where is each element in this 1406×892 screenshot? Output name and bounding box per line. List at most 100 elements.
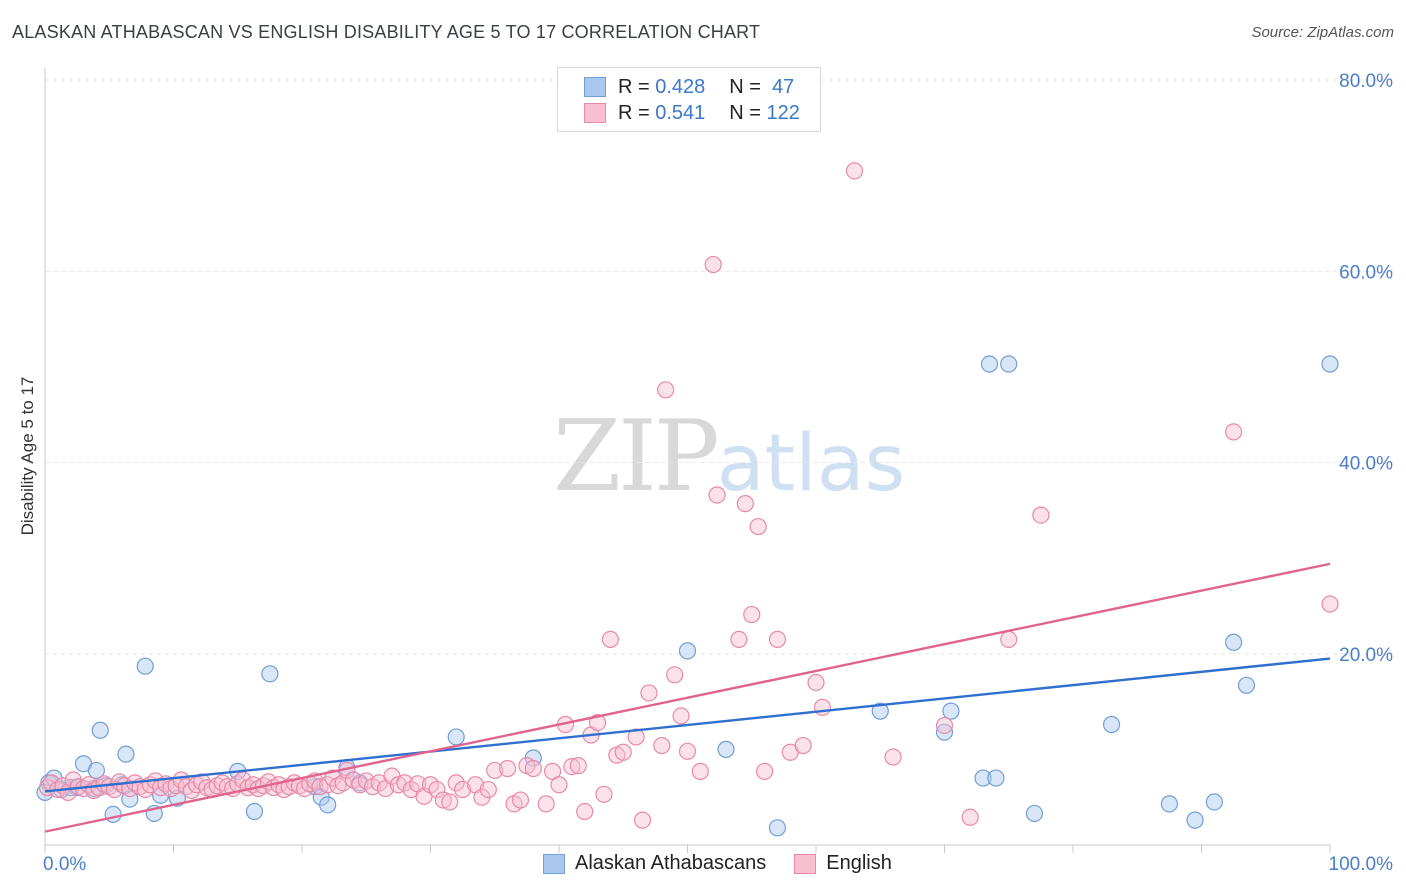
- english-point: [884, 748, 902, 766]
- athabascan-point: [980, 355, 999, 373]
- athabascan-point: [319, 796, 337, 814]
- athabascan-point: [1102, 715, 1121, 734]
- english-point: [511, 791, 530, 809]
- athabascan-point: [87, 761, 106, 780]
- english-point: [1032, 506, 1050, 524]
- english-point: [755, 762, 774, 780]
- english-point: [743, 605, 761, 624]
- y-axis-label: Disability Age 5 to 17: [18, 376, 37, 536]
- english-point: [845, 162, 864, 180]
- english-point: [569, 757, 587, 775]
- english-point: [704, 255, 722, 274]
- athabascan-point: [974, 769, 992, 787]
- english-point: [627, 728, 645, 746]
- english-point: [813, 698, 832, 716]
- english-point: [396, 774, 414, 792]
- athabascan-point: [1000, 355, 1018, 373]
- legend-n-value: 122: [766, 101, 800, 124]
- series-legend-label: English: [826, 852, 892, 874]
- english-point: [708, 486, 726, 504]
- english-point: [486, 761, 504, 780]
- watermark-atlas: atlas: [716, 419, 906, 509]
- english-point: [614, 743, 632, 761]
- english-point: [640, 684, 658, 702]
- watermark: ZIPatlas: [553, 400, 905, 514]
- athabascan-point: [987, 769, 1005, 787]
- athabascan-point: [261, 665, 279, 683]
- athabascan-point: [1025, 804, 1044, 823]
- english-point: [730, 630, 748, 649]
- english-point: [357, 772, 375, 790]
- legend-n-value: 47: [772, 75, 795, 98]
- athabascan-trend-line: [44, 657, 1331, 793]
- legend-n-label: N =: [729, 75, 761, 98]
- english-point: [389, 776, 407, 794]
- source-label: Source: ZipAtlas.com: [1251, 24, 1394, 41]
- english-point: [794, 736, 812, 755]
- english-point: [454, 780, 472, 799]
- athabascan-point: [678, 642, 697, 660]
- legend-n-label: N =: [729, 101, 761, 124]
- legend-row-english: R = 0.541 N = 122: [584, 101, 800, 125]
- athabascan-point: [1186, 811, 1204, 829]
- legend-swatch-pink: [584, 103, 606, 123]
- english-point: [672, 707, 690, 725]
- series-swatch-blue: [543, 853, 565, 874]
- english-point: [428, 780, 446, 799]
- series-legend-item-athabascans[interactable]: Alaskan Athabascans: [543, 852, 766, 875]
- y-tick-label: 20.0%: [1339, 645, 1393, 666]
- english-point: [550, 776, 568, 794]
- athabascan-point: [104, 805, 122, 824]
- english-point: [653, 736, 671, 755]
- english-point: [1321, 595, 1339, 613]
- athabascan-point: [717, 740, 735, 758]
- y-tick-label: 60.0%: [1339, 262, 1393, 283]
- english-point: [633, 811, 652, 829]
- english-point: [657, 381, 675, 399]
- athabascan-point: [1205, 793, 1223, 811]
- legend-swatch-blue: [584, 77, 606, 97]
- x-tick-label-min: 0.0%: [43, 854, 86, 875]
- series-legend: Alaskan Athabascans English: [543, 852, 920, 875]
- chart-title: ALASKAN ATHABASCAN VS ENGLISH DISABILITY…: [12, 22, 761, 42]
- english-point: [441, 793, 459, 811]
- english-point: [563, 757, 581, 776]
- y-tick-label: 40.0%: [1339, 454, 1393, 475]
- english-point: [768, 630, 787, 649]
- athabascan-point: [871, 702, 889, 720]
- watermark-zip: ZIP: [553, 400, 720, 514]
- athabascan-point: [117, 745, 135, 763]
- english-point: [479, 780, 497, 799]
- y-tick-label: 80.0%: [1339, 71, 1393, 92]
- athabascan-point: [1237, 676, 1256, 694]
- english-trend-line: [44, 562, 1331, 833]
- series-swatch-pink: [794, 853, 817, 874]
- english-point: [1000, 630, 1018, 649]
- athabascan-point: [942, 702, 960, 720]
- series-legend-label: Alaskan Athabascans: [575, 852, 767, 874]
- legend-row-athabascan: R = 0.428 N = 47: [584, 75, 794, 99]
- english-point: [961, 808, 979, 826]
- athabascan-point: [1225, 633, 1243, 651]
- english-point: [601, 630, 620, 649]
- english-point: [499, 759, 517, 778]
- x-tick-label-max: 100.0%: [1329, 854, 1394, 875]
- english-point: [807, 673, 825, 692]
- english-point: [595, 785, 613, 803]
- english-point: [749, 517, 767, 536]
- english-point: [537, 795, 555, 813]
- english-point: [678, 742, 697, 760]
- english-point: [666, 666, 684, 684]
- athabascan-point: [36, 783, 54, 802]
- english-point: [588, 713, 607, 732]
- series-legend-item-english[interactable]: English: [794, 852, 892, 875]
- english-point: [329, 777, 347, 795]
- english-point: [1225, 423, 1243, 441]
- english-point: [576, 802, 594, 821]
- athabascan-point: [136, 657, 154, 675]
- english-point: [736, 495, 754, 513]
- athabascan-point: [768, 819, 787, 837]
- athabascan-point: [1160, 795, 1178, 813]
- english-point: [691, 762, 709, 780]
